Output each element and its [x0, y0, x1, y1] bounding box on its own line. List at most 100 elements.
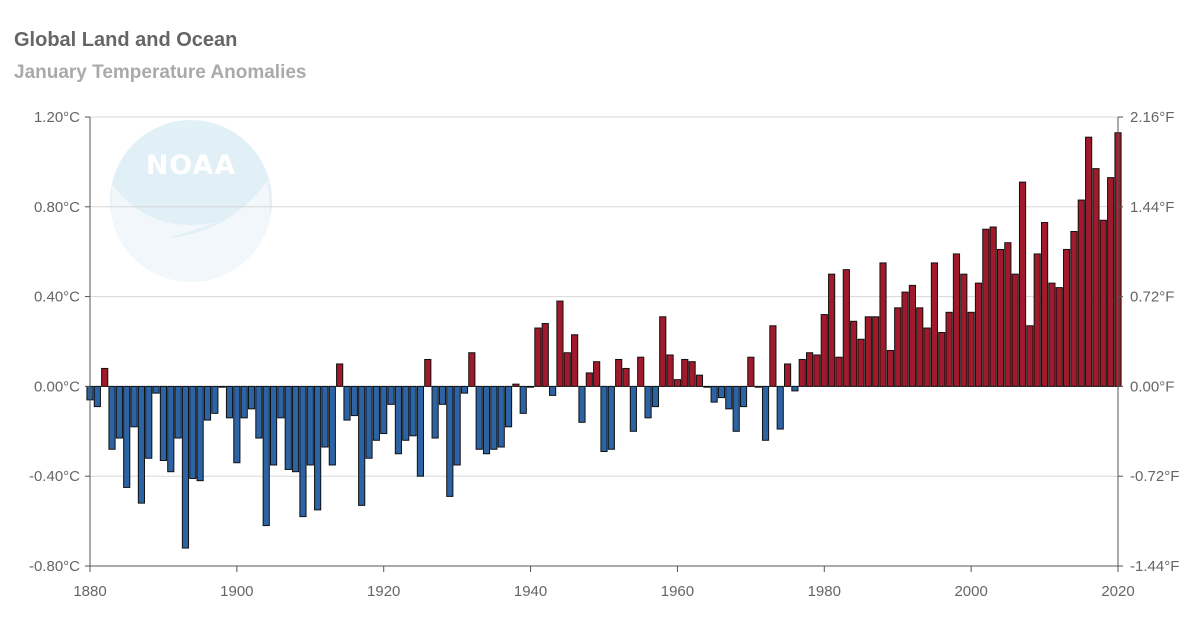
bar-1971[interactable]	[754, 385, 762, 388]
bar-1979[interactable]	[813, 354, 821, 387]
bar-1893[interactable]	[181, 385, 190, 549]
bar-1967[interactable]	[725, 385, 733, 410]
bar-2015[interactable]	[1077, 199, 1085, 387]
bar-1903[interactable]	[255, 385, 263, 439]
bar-1888[interactable]	[145, 385, 153, 459]
bar-1958[interactable]	[659, 316, 667, 387]
bar-1923[interactable]	[402, 385, 410, 441]
bar-1951[interactable]	[607, 385, 615, 450]
bar-1989[interactable]	[886, 349, 894, 387]
bar-1984[interactable]	[850, 320, 858, 387]
bar-2004[interactable]	[996, 248, 1005, 387]
bar-1924[interactable]	[409, 385, 417, 437]
bar-1976[interactable]	[791, 385, 799, 392]
bar-1929[interactable]	[446, 385, 454, 497]
bar-1932[interactable]	[468, 352, 476, 387]
bar-1956[interactable]	[644, 385, 652, 419]
bar-1915[interactable]	[343, 385, 351, 421]
bar-1938[interactable]	[512, 383, 520, 387]
bar-1947[interactable]	[578, 385, 586, 423]
bar-2003[interactable]	[989, 226, 997, 387]
bar-1997[interactable]	[945, 311, 953, 387]
bar-1905[interactable]	[269, 385, 278, 466]
bar-1944[interactable]	[556, 300, 564, 387]
bar-1981[interactable]	[828, 273, 836, 387]
bar-2016[interactable]	[1085, 136, 1093, 387]
bar-1943[interactable]	[549, 385, 557, 396]
bar-1949[interactable]	[593, 361, 601, 387]
bar-1945[interactable]	[563, 352, 571, 387]
bar-1963[interactable]	[695, 374, 704, 387]
bar-1983[interactable]	[842, 269, 850, 387]
bar-1881[interactable]	[93, 385, 101, 408]
bar-1970[interactable]	[747, 356, 755, 387]
bar-1891[interactable]	[167, 385, 175, 473]
bar-1918[interactable]	[365, 385, 373, 459]
bar-2019[interactable]	[1107, 177, 1115, 387]
bar-1954[interactable]	[629, 385, 637, 432]
bar-1965[interactable]	[710, 385, 718, 403]
bar-1925[interactable]	[416, 385, 425, 477]
bar-1978[interactable]	[806, 352, 814, 387]
bar-1972[interactable]	[761, 385, 770, 441]
bar-1990[interactable]	[894, 307, 902, 387]
bar-1936[interactable]	[497, 385, 505, 448]
bar-1928[interactable]	[438, 385, 447, 405]
bar-1926[interactable]	[424, 358, 432, 387]
bar-2009[interactable]	[1033, 253, 1041, 387]
bar-1952[interactable]	[615, 358, 623, 387]
bar-1995[interactable]	[930, 262, 939, 387]
bar-1904[interactable]	[262, 385, 270, 527]
bar-1955[interactable]	[637, 356, 645, 387]
bar-1900[interactable]	[233, 385, 241, 464]
bar-1885[interactable]	[123, 385, 131, 488]
bar-1898[interactable]	[218, 385, 226, 388]
bar-1914[interactable]	[336, 363, 344, 387]
bar-2007[interactable]	[1018, 181, 1027, 387]
bar-2011[interactable]	[1048, 282, 1056, 387]
bar-1939[interactable]	[519, 385, 527, 414]
bar-1899[interactable]	[225, 385, 234, 419]
bar-1908[interactable]	[292, 385, 300, 473]
bar-1909[interactable]	[299, 385, 307, 518]
bar-2012[interactable]	[1055, 287, 1063, 387]
bar-2000[interactable]	[967, 311, 975, 387]
bar-1957[interactable]	[651, 385, 659, 408]
bar-1962[interactable]	[688, 361, 696, 387]
bar-2010[interactable]	[1040, 222, 1049, 387]
bar-1960[interactable]	[673, 379, 682, 387]
bar-1993[interactable]	[916, 307, 924, 387]
bar-1887[interactable]	[137, 385, 145, 504]
bar-2018[interactable]	[1099, 219, 1107, 387]
bar-2013[interactable]	[1063, 248, 1071, 387]
bar-1934[interactable]	[482, 385, 491, 455]
bar-1988[interactable]	[879, 262, 887, 387]
bar-1940[interactable]	[526, 385, 535, 388]
bar-1977[interactable]	[798, 358, 806, 387]
bar-1942[interactable]	[541, 323, 549, 387]
bar-1927[interactable]	[431, 385, 439, 439]
bar-1982[interactable]	[835, 356, 843, 387]
bar-1910[interactable]	[306, 385, 314, 466]
bar-1950[interactable]	[600, 385, 608, 453]
bar-1912[interactable]	[321, 385, 329, 448]
bar-1987[interactable]	[872, 316, 880, 387]
bar-1980[interactable]	[820, 314, 828, 387]
bar-1968[interactable]	[732, 385, 740, 432]
bar-1906[interactable]	[277, 385, 285, 419]
bar-1992[interactable]	[908, 284, 916, 387]
bar-1916[interactable]	[350, 385, 358, 417]
bar-1894[interactable]	[189, 385, 197, 479]
bar-1975[interactable]	[783, 363, 792, 387]
bar-1886[interactable]	[130, 385, 138, 428]
bar-1921[interactable]	[387, 385, 395, 405]
bar-2014[interactable]	[1070, 231, 1078, 387]
bar-1986[interactable]	[864, 316, 872, 387]
bar-1917[interactable]	[358, 385, 366, 506]
bar-1973[interactable]	[769, 325, 777, 387]
bar-1889[interactable]	[152, 385, 160, 394]
bar-1892[interactable]	[174, 385, 182, 439]
bar-1933[interactable]	[475, 385, 483, 450]
bar-1996[interactable]	[938, 332, 946, 387]
bar-2017[interactable]	[1092, 168, 1100, 387]
